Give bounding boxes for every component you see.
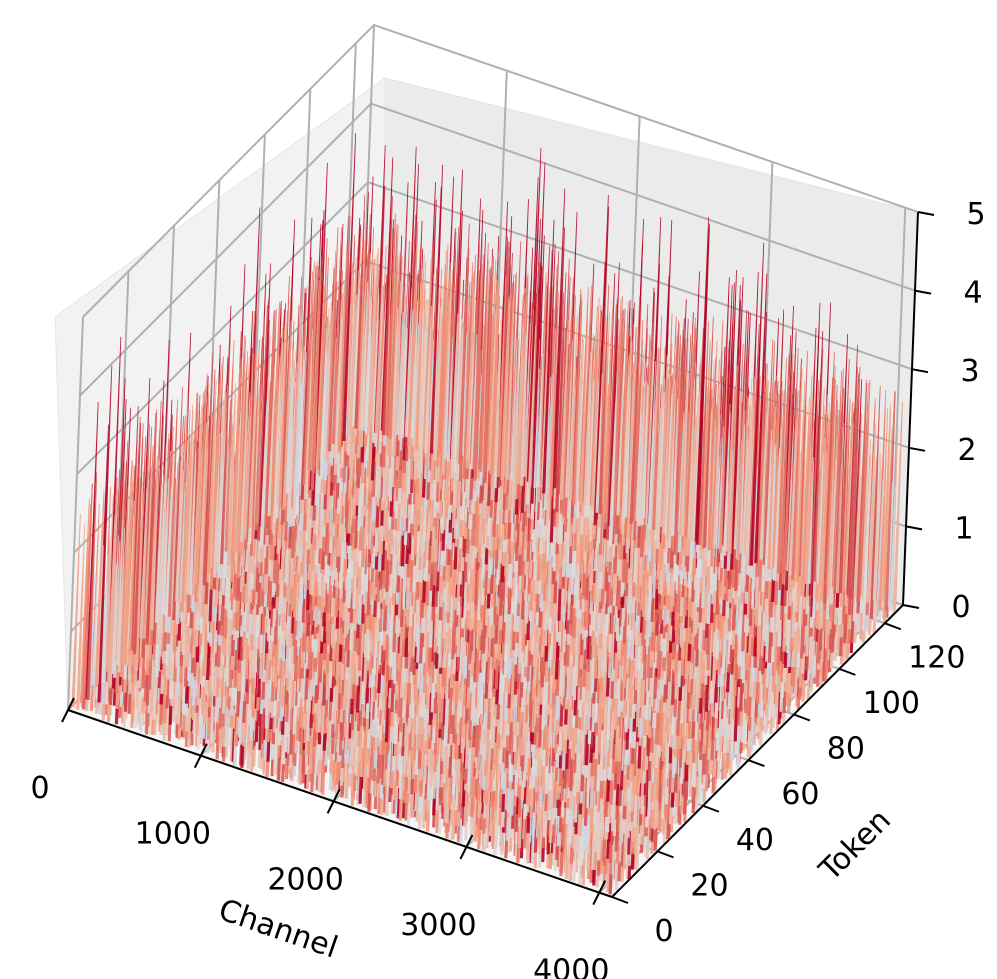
surface-strand — [161, 478, 170, 615]
surface-strand — [94, 489, 105, 688]
surface-strand — [80, 503, 91, 708]
surface-strand — [197, 373, 208, 586]
surface-strand — [236, 363, 246, 553]
surface-strand — [226, 382, 236, 566]
surface-strand — [248, 350, 258, 528]
surface-strand — [91, 557, 99, 686]
surface-strand — [224, 339, 235, 552]
surface — [71, 133, 903, 895]
surface-strand — [265, 309, 276, 529]
surface-strand — [216, 411, 225, 562]
grid-line-token — [67, 316, 84, 711]
surface-strand — [85, 402, 99, 700]
surface-strand — [264, 313, 275, 528]
surface-strand — [150, 459, 159, 631]
surface-strand — [232, 358, 242, 552]
surface-strand — [145, 412, 157, 645]
surface-strand — [115, 463, 125, 661]
surface-strand — [79, 498, 90, 704]
surface-strand — [254, 315, 265, 531]
surface-strand — [184, 410, 194, 603]
surface-strand — [179, 481, 186, 603]
surface-strand — [159, 481, 168, 634]
surface-strand — [202, 352, 214, 586]
surface-strand — [76, 523, 86, 710]
surface-strand — [212, 433, 221, 578]
surface-strand — [132, 423, 144, 655]
surface-strand — [153, 415, 164, 645]
surface-strand — [157, 481, 166, 627]
grid-line-value — [76, 181, 913, 475]
surface-strand — [266, 309, 277, 536]
surface-strand — [148, 455, 158, 643]
surface-strand — [111, 535, 119, 674]
grid-line-value — [79, 102, 916, 397]
surface-strand — [258, 263, 271, 527]
grid-line-value — [82, 23, 919, 318]
surface-strand — [122, 475, 132, 664]
surface-strand — [119, 486, 129, 678]
surface-strand — [204, 369, 216, 605]
surface-strand — [158, 512, 165, 633]
surface-strand — [115, 519, 124, 666]
surface-strand — [154, 485, 163, 623]
surface-strand — [198, 422, 207, 587]
surface-strand — [218, 430, 226, 564]
surface-strand — [185, 438, 194, 595]
surface-strand — [167, 399, 178, 617]
surface-strand — [101, 553, 109, 683]
surface-strand — [211, 372, 221, 568]
surface-strand — [258, 299, 269, 525]
surface-strand — [128, 452, 138, 654]
surface-strand — [124, 464, 134, 666]
surface-strand — [230, 368, 241, 568]
surface-strand — [82, 487, 93, 699]
surface-strand — [107, 494, 117, 676]
surface-strand — [192, 406, 202, 595]
surface-strand — [86, 471, 98, 701]
surface-strand — [180, 409, 191, 612]
surface-strand — [113, 540, 121, 678]
surface-strand — [256, 305, 268, 541]
surface-strand — [239, 388, 248, 542]
surface-strand — [127, 517, 135, 650]
surface-strand — [143, 467, 153, 639]
surface-strand — [188, 452, 197, 596]
surface-strand — [194, 391, 204, 585]
surface-strand — [164, 488, 172, 618]
surface-strand — [207, 379, 217, 574]
surface-strand — [139, 488, 148, 638]
surface-strand — [219, 332, 231, 565]
surface-strand — [175, 443, 184, 602]
surface-strand — [178, 391, 189, 603]
surface-strand — [246, 315, 258, 542]
surface-strand — [140, 458, 150, 640]
surface-strand — [97, 365, 113, 703]
surface-strand — [71, 514, 81, 707]
surface-strand — [104, 494, 114, 672]
surface-strand — [172, 387, 183, 621]
surface-strand — [188, 394, 199, 594]
surface-strand — [244, 353, 254, 540]
